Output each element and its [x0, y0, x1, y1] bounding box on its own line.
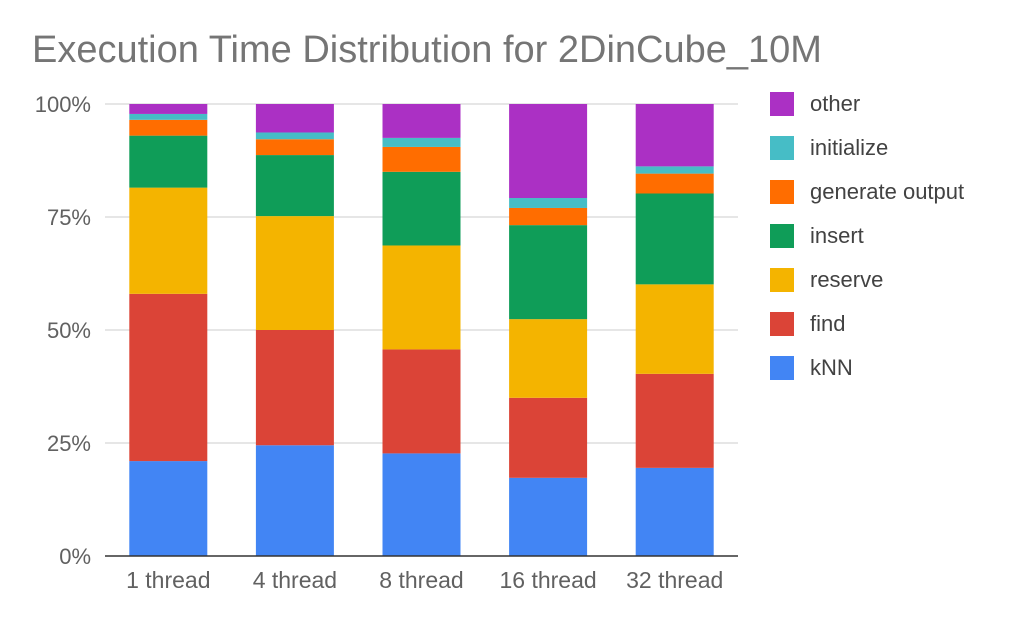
y-tick-label: 75%: [47, 205, 91, 230]
bar-segment-reserve: [635, 284, 714, 374]
bar-segment-initialize: [382, 137, 461, 147]
x-tick-label: 1 thread: [126, 567, 210, 593]
bar-segment-find: [635, 373, 714, 468]
bar-segment-find: [382, 349, 461, 454]
bar-segment-other: [129, 104, 208, 114]
legend-swatch: [770, 224, 794, 248]
bar-segment-initialize: [635, 166, 714, 174]
x-tick-label: 16 thread: [499, 567, 596, 593]
legend-label: other: [810, 91, 860, 116]
bar-segment-reserve: [509, 319, 588, 398]
x-tick-label: 4 thread: [253, 567, 337, 593]
legend-swatch: [770, 92, 794, 116]
bar-segment-generate-output: [509, 207, 588, 226]
bar-segment-knn: [509, 477, 588, 556]
legend-label: kNN: [810, 355, 853, 380]
bar-segment-initialize: [255, 132, 334, 140]
bar-segment-knn: [382, 453, 461, 556]
bar-segment-other: [382, 104, 461, 138]
bars: [129, 104, 714, 556]
legend-label: reserve: [810, 267, 883, 292]
y-tick-label: 50%: [47, 318, 91, 343]
legend: other initialize generate output insert rese…: [770, 91, 964, 380]
chart-title: Execution Time Distribution for 2DinCube…: [32, 29, 822, 71]
bar-segment-find: [129, 293, 208, 462]
x-tick-label: 8 thread: [379, 567, 463, 593]
bar-segment-generate-output: [635, 173, 714, 194]
y-tick-label: 0%: [59, 544, 91, 569]
bar-segment-knn: [255, 445, 334, 556]
y-tick-label: 100%: [35, 92, 91, 117]
bar-segment-reserve: [255, 216, 334, 330]
legend-swatch: [770, 268, 794, 292]
bar-segment-insert: [129, 135, 208, 188]
bar-segment-insert: [509, 225, 588, 320]
bar-segment-insert: [382, 171, 461, 246]
axes: 0% 25% 50% 75% 100% 1 thread 4 thread 8 thread 1…: [35, 92, 738, 593]
bar-segment-other: [509, 104, 588, 199]
legend-label: generate output: [810, 179, 964, 204]
bar-segment-knn: [129, 461, 208, 556]
bar-segment-knn: [635, 467, 714, 556]
y-tick-label: 25%: [47, 431, 91, 456]
bar-segment-insert: [635, 193, 714, 285]
legend-label: initialize: [810, 135, 888, 160]
bar-segment-reserve: [129, 187, 208, 294]
bar-segment-other: [255, 104, 334, 133]
x-tick-label: 32 thread: [626, 567, 723, 593]
legend-swatch: [770, 356, 794, 380]
legend-swatch: [770, 180, 794, 204]
legend-label: find: [810, 311, 845, 336]
bar-segment-other: [635, 104, 714, 167]
bar-segment-insert: [255, 155, 334, 217]
bar-segment-generate-output: [255, 139, 334, 156]
legend-label: insert: [810, 223, 864, 248]
bar-segment-initialize: [129, 113, 208, 120]
bar-segment-generate-output: [382, 146, 461, 172]
legend-swatch: [770, 136, 794, 160]
bar-segment-generate-output: [129, 119, 208, 136]
bar-segment-initialize: [509, 198, 588, 208]
bar-segment-find: [509, 397, 588, 478]
legend-swatch: [770, 312, 794, 336]
bar-segment-find: [255, 330, 334, 446]
bar-segment-reserve: [382, 245, 461, 350]
